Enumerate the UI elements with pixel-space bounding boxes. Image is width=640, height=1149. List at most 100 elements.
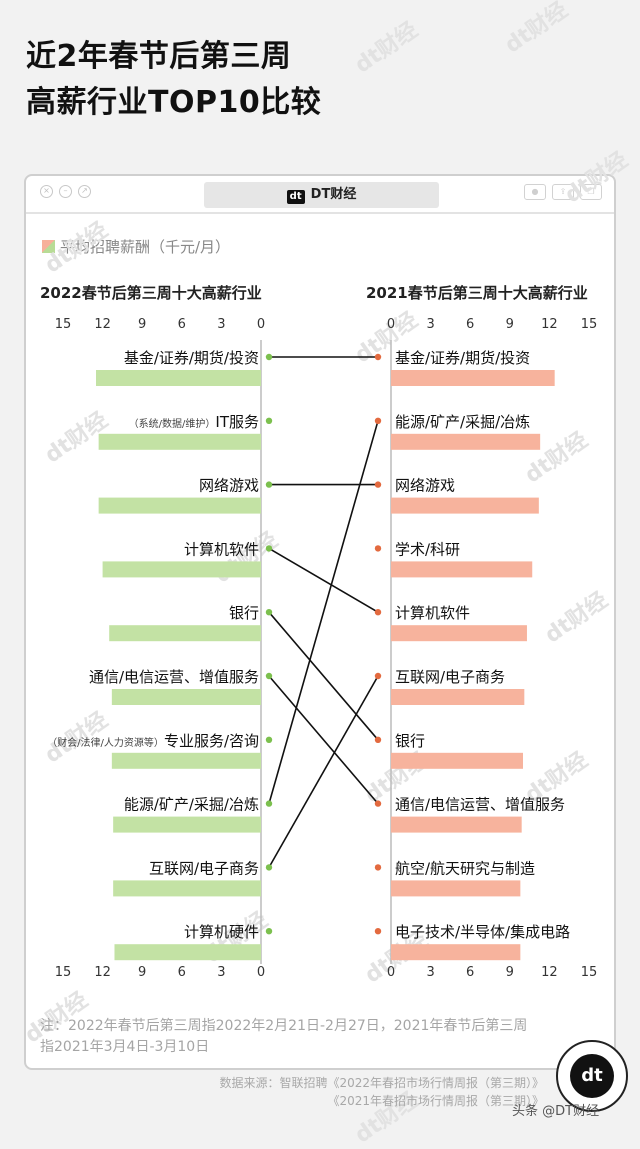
right-dot bbox=[374, 545, 382, 552]
left-bar bbox=[98, 433, 261, 450]
right-bar bbox=[391, 880, 521, 897]
right-tick-label: 3 bbox=[426, 317, 434, 332]
left-bar bbox=[96, 370, 261, 386]
right-tick-label: 6 bbox=[466, 317, 474, 332]
credit-label: 头条 @DT财经 bbox=[512, 1104, 600, 1119]
right-bar bbox=[391, 944, 521, 961]
source-line-1: 数据来源：智联招聘《2022年春招市场行情周报（第三期）》 bbox=[219, 1076, 544, 1090]
right-dot bbox=[374, 353, 382, 361]
left-bar bbox=[111, 689, 261, 705]
left-category-label: 计算机软件 bbox=[184, 540, 259, 558]
left-tick-label: 6 bbox=[178, 965, 186, 980]
left-bar bbox=[98, 497, 261, 514]
right-dot bbox=[374, 672, 382, 680]
left-dot bbox=[265, 928, 273, 935]
rank-change-line bbox=[268, 675, 379, 868]
window-tab[interactable]: dt DT财经 bbox=[204, 182, 439, 208]
rank-change-line bbox=[268, 420, 379, 804]
left-tick-label: 6 bbox=[178, 317, 186, 332]
copy-icon[interactable]: ❐ bbox=[580, 184, 602, 200]
left-tick-label: 0 bbox=[257, 965, 265, 980]
minimize-icon[interactable]: – bbox=[59, 185, 72, 198]
close-icon[interactable]: × bbox=[40, 185, 53, 198]
left-dot bbox=[265, 736, 273, 743]
left-dot bbox=[265, 353, 273, 361]
right-category-label: 航空/航天研究与制造 bbox=[395, 859, 535, 877]
dt-logo-icon: dt bbox=[286, 190, 305, 204]
page-title: 近2年春节后第三周 高薪行业TOP10比较 bbox=[26, 39, 322, 120]
left-dot bbox=[265, 417, 273, 424]
left-panel-title: 2022春节后第三周十大高薪行业 bbox=[40, 284, 262, 302]
right-category-label: 计算机软件 bbox=[395, 604, 470, 622]
left-bar bbox=[113, 880, 261, 897]
right-category-label: 基金/证券/期货/投资 bbox=[395, 349, 530, 367]
left-tick-label: 15 bbox=[55, 317, 72, 332]
footnote: 注：2022年春节后第三周指2022年2月21日-2月27日，2021年春节后第… bbox=[40, 1018, 528, 1055]
expand-icon[interactable]: ↗ bbox=[78, 185, 91, 198]
left-category-label: 网络游戏 bbox=[199, 477, 259, 495]
share-icon[interactable]: ⇪ bbox=[552, 184, 574, 200]
left-category-label: 互联网/电子商务 bbox=[149, 859, 259, 877]
right-bar bbox=[391, 497, 539, 514]
left-category-label: 计算机硬件 bbox=[184, 923, 259, 941]
left-bar bbox=[109, 625, 261, 642]
right-bar bbox=[391, 752, 523, 769]
chart-legend: 平均招聘薪酬（千元/月） bbox=[42, 236, 230, 257]
right-tick-label: 0 bbox=[387, 317, 395, 332]
left-tick-label: 3 bbox=[217, 317, 225, 332]
data-source: 数据来源：智联招聘《2022年春招市场行情周报（第三期）》 《2021年春招市场… bbox=[219, 1074, 544, 1110]
right-category-label: 通信/电信运营、增值服务 bbox=[395, 796, 565, 814]
rank-change-line bbox=[268, 547, 379, 613]
left-dot bbox=[265, 800, 273, 807]
source-line-2: 《2021年春招市场行情周报（第三期）》 bbox=[327, 1094, 544, 1108]
right-dot bbox=[374, 800, 382, 807]
left-bar bbox=[113, 816, 261, 833]
right-dot bbox=[374, 609, 382, 616]
left-dot bbox=[265, 864, 273, 871]
right-panel-title: 2021春节后第三周十大高薪行业 bbox=[366, 284, 588, 302]
window-titlebar: × – ↗ dt DT财经 ● ⇪ ❐ bbox=[26, 176, 614, 214]
right-category-label: 银行 bbox=[395, 732, 425, 750]
left-bar bbox=[111, 752, 261, 769]
right-tick-label: 6 bbox=[466, 965, 474, 980]
right-dot bbox=[374, 864, 382, 871]
browser-window-frame: × – ↗ dt DT财经 ● ⇪ ❐ bbox=[24, 174, 616, 1070]
right-bar bbox=[391, 433, 541, 450]
right-dot bbox=[374, 928, 382, 935]
right-bar bbox=[391, 561, 533, 578]
left-dot bbox=[265, 481, 273, 488]
window-buttons: ● ⇪ ❐ bbox=[524, 184, 602, 200]
record-icon[interactable]: ● bbox=[524, 184, 546, 200]
legend-swatch bbox=[42, 240, 55, 253]
left-tick-label: 12 bbox=[94, 965, 111, 980]
left-bar bbox=[114, 944, 261, 961]
left-dot bbox=[265, 609, 273, 616]
right-dot bbox=[374, 417, 382, 424]
right-category-label: 互联网/电子商务 bbox=[395, 668, 505, 686]
dt-badge-logo: dt bbox=[556, 1040, 628, 1112]
dt-logo-icon: dt bbox=[570, 1054, 614, 1098]
right-dot bbox=[374, 736, 382, 743]
left-tick-label: 9 bbox=[138, 317, 146, 332]
rank-change-line bbox=[268, 611, 379, 741]
left-tick-label: 9 bbox=[138, 965, 146, 980]
right-bar bbox=[391, 625, 527, 642]
window-controls: × – ↗ bbox=[40, 185, 91, 198]
right-tick-label: 15 bbox=[581, 317, 598, 332]
left-category-label: 银行 bbox=[229, 604, 259, 622]
left-bar bbox=[102, 561, 261, 578]
left-tick-label: 15 bbox=[55, 965, 72, 980]
left-tick-label: 3 bbox=[217, 965, 225, 980]
right-tick-label: 9 bbox=[506, 317, 514, 332]
left-category-label: 基金/证券/期货/投资 bbox=[124, 349, 259, 367]
left-dot bbox=[265, 545, 273, 552]
left-category-label: 通信/电信运营、增值服务 bbox=[89, 668, 259, 686]
left-category-label: 能源/矿产/采掘/冶炼 bbox=[124, 796, 259, 814]
right-category-label: 电子技术/半导体/集成电路 bbox=[395, 923, 570, 941]
right-tick-label: 9 bbox=[506, 965, 514, 980]
right-tick-label: 3 bbox=[426, 965, 434, 980]
left-category-label: （系统/数据/维护）IT服务 bbox=[129, 413, 259, 431]
right-bar bbox=[391, 689, 525, 705]
right-tick-label: 15 bbox=[581, 965, 598, 980]
